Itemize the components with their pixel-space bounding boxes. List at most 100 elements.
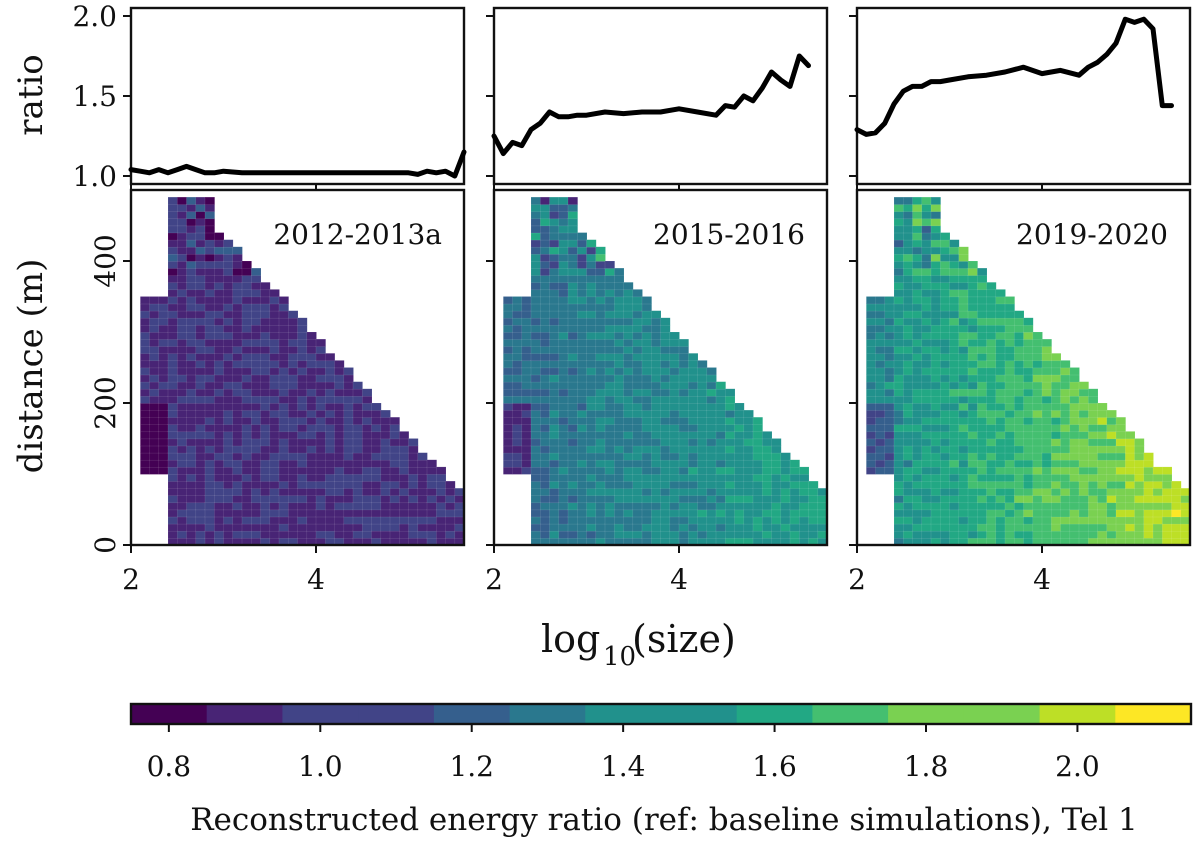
heatmap-cell — [204, 196, 215, 205]
heatmap-cell — [866, 331, 877, 340]
heatmap-cell — [195, 267, 206, 276]
heatmap-cell — [530, 324, 541, 333]
heatmap-cell — [530, 367, 541, 376]
heatmap-cell — [567, 452, 578, 461]
heatmap-cell — [1088, 473, 1099, 482]
heatmap-cell — [426, 480, 437, 489]
heatmap-cell — [958, 480, 969, 489]
xlabel: log 10 (size) — [541, 617, 736, 672]
heatmap-cell — [177, 360, 188, 369]
heatmap-cell — [641, 360, 652, 369]
heatmap-cell — [1125, 530, 1136, 539]
heatmap-cell — [715, 530, 726, 539]
heatmap-cell — [977, 282, 988, 291]
heatmap-cell — [930, 232, 941, 241]
heatmap-cell — [278, 502, 289, 511]
heatmap-cell — [241, 516, 252, 525]
heatmap-cell — [912, 260, 923, 269]
heatmap-cell — [651, 338, 662, 347]
heatmap-cell — [1078, 438, 1089, 447]
heatmap-cell — [306, 473, 317, 482]
heatmap-cell — [540, 424, 551, 433]
xtick-label: 2 — [122, 563, 140, 596]
heatmap-cell — [389, 466, 400, 475]
heatmap-cell — [177, 353, 188, 362]
heatmap-cell — [912, 303, 923, 312]
heatmap-cell — [903, 480, 914, 489]
heatmap-cell — [903, 367, 914, 376]
heatmap-cell — [921, 218, 932, 227]
heatmap-cell — [651, 509, 662, 518]
heatmap-cell — [251, 374, 262, 383]
heatmap-cell — [269, 473, 280, 482]
heatmap-cell — [688, 402, 699, 411]
heatmap-cell — [558, 253, 569, 262]
heatmap-cell — [204, 317, 215, 326]
heatmap-cell — [986, 438, 997, 447]
heatmap-cell — [195, 530, 206, 539]
heatmap-cell — [1060, 367, 1071, 376]
heatmap-cell — [577, 345, 588, 354]
heatmap-cell — [734, 459, 745, 468]
heatmap-cell — [604, 431, 615, 440]
heatmap-cell — [1014, 473, 1025, 482]
heatmap-cell — [651, 310, 662, 319]
heatmap-cell — [278, 480, 289, 489]
heatmap-cell — [893, 246, 904, 255]
heatmap-cell — [967, 523, 978, 532]
heatmap-cell — [958, 289, 969, 298]
heatmap-cell — [678, 374, 689, 383]
heatmap-cell — [241, 267, 252, 276]
heatmap-cell — [614, 459, 625, 468]
heatmap-cell — [903, 459, 914, 468]
heatmap-cell — [389, 487, 400, 496]
heatmap-cell — [549, 381, 560, 390]
heatmap-cell — [362, 480, 373, 489]
heatmap-cell — [977, 516, 988, 525]
heatmap-cell — [715, 381, 726, 390]
heatmap-cell — [251, 516, 262, 525]
heatmap-cell — [614, 289, 625, 298]
heatmap-cell — [1032, 431, 1043, 440]
heatmap-cell — [1125, 466, 1136, 475]
heatmap-cell — [389, 495, 400, 504]
heatmap-cell — [288, 495, 299, 504]
heatmap-cell — [362, 530, 373, 539]
heatmap-cell — [1041, 409, 1052, 418]
heatmap-cell — [940, 502, 951, 511]
heatmap-cell — [315, 466, 326, 475]
heatmap-cell — [297, 431, 308, 440]
ratio-ytick-label: 1.5 — [72, 80, 117, 113]
heatmap-cell — [1069, 402, 1080, 411]
heatmap-cell — [232, 289, 243, 298]
heatmap-cell — [1060, 530, 1071, 539]
heatmap-cell — [1088, 523, 1099, 532]
heatmap-cell — [567, 196, 578, 205]
heatmap-cell — [343, 374, 354, 383]
heatmap-cell — [725, 459, 736, 468]
heatmap-cell — [352, 431, 363, 440]
heatmap-cell — [380, 509, 391, 518]
heatmap-cell — [334, 424, 345, 433]
heatmap-cell — [586, 466, 597, 475]
heatmap-cell — [903, 402, 914, 411]
heatmap-cell — [641, 516, 652, 525]
heatmap-cell — [186, 367, 197, 376]
heatmap-cell — [771, 523, 782, 532]
heatmap-cell — [241, 324, 252, 333]
heatmap-cell — [866, 374, 877, 383]
heatmap-cell — [771, 516, 782, 525]
heatmap-cell — [343, 452, 354, 461]
heatmap-cell — [1032, 353, 1043, 362]
heatmap-cell — [540, 523, 551, 532]
heatmap-cell — [762, 459, 773, 468]
heatmap-cell — [893, 253, 904, 262]
heatmap-cell — [1097, 487, 1108, 496]
heatmap-cell — [977, 445, 988, 454]
heatmap-cell — [1032, 509, 1043, 518]
heatmap-cell — [967, 445, 978, 454]
heatmap-cell — [893, 289, 904, 298]
heatmap-cell — [186, 317, 197, 326]
heatmap-cell — [1032, 445, 1043, 454]
heatmap-cell — [530, 303, 541, 312]
